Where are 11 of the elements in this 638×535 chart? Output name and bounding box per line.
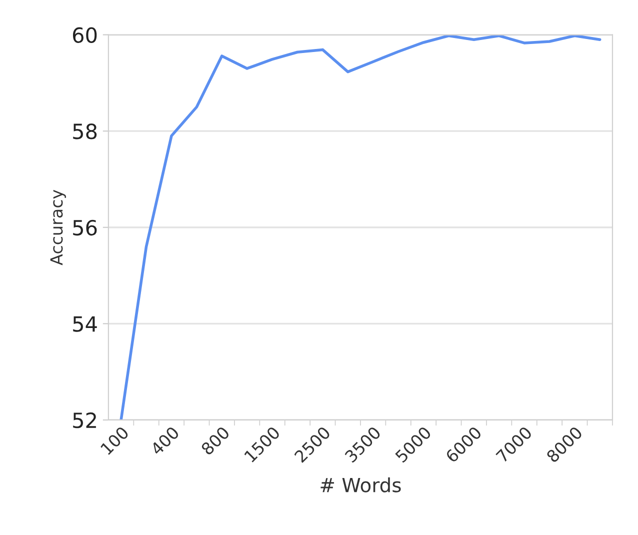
x-tick-label: 100	[100, 426, 130, 456]
x-axis-title: # Words	[320, 477, 401, 492]
y-tick-label: 60	[72, 27, 97, 43]
x-tick-label: 800	[200, 426, 230, 456]
y-tick-label: 54	[73, 316, 97, 332]
line-series	[120, 34, 602, 420]
y-tick-label: 56	[73, 220, 97, 236]
y-axis-title: Accuracy	[50, 190, 66, 266]
x-tick-label: 400	[150, 426, 180, 456]
y-tick-label: 52	[73, 412, 96, 428]
y-tick-label: 58	[73, 124, 97, 140]
